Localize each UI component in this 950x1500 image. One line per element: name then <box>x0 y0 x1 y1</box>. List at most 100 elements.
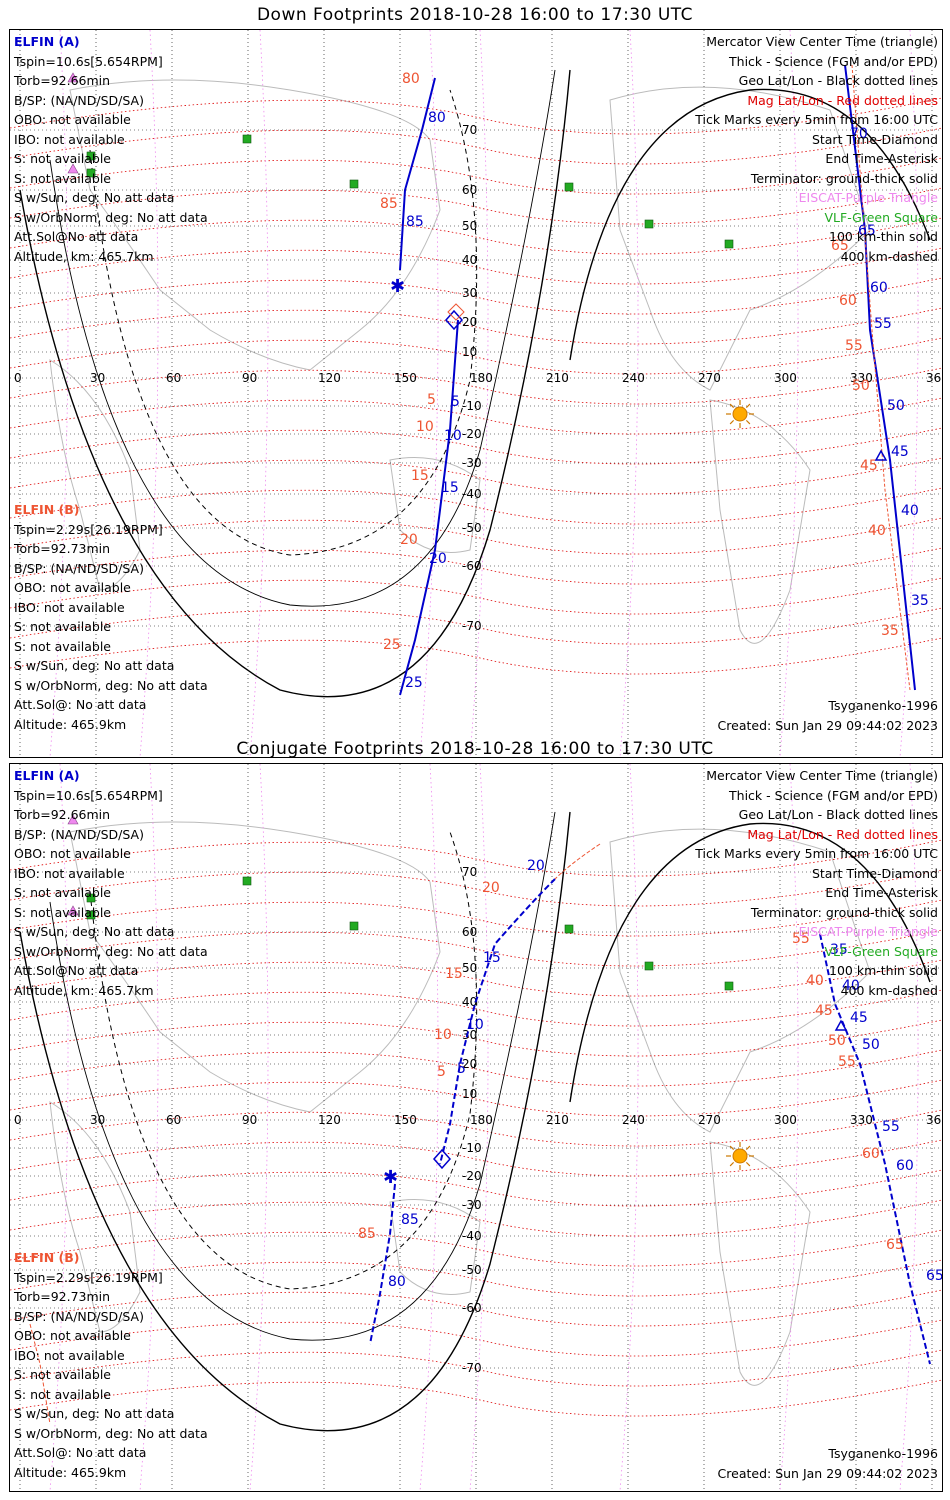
lat-tick-label: 50 <box>462 219 477 233</box>
sat-b-tick-label: 50 <box>852 378 870 394</box>
sat-b-line: IBO: not available <box>14 1347 125 1363</box>
sun-ray <box>745 1161 751 1167</box>
sat-b-tick-label: 20 <box>482 880 500 896</box>
lat-tick-label: -70 <box>462 619 482 633</box>
sat-a-track-east <box>819 933 931 1365</box>
sat-a-tick-label: 70 <box>850 126 868 142</box>
coastline-outline <box>49 1101 141 1333</box>
sat-b-tick-label: 15 <box>445 966 463 982</box>
sat-a-line: B/SP: (NA/ND/SD/SA) <box>14 92 144 108</box>
legend-item: Start Time-Diamond <box>811 131 938 147</box>
mag-latitude-line <box>10 487 942 525</box>
lon-tick-label: 360 <box>926 371 942 385</box>
sat-b-tick-label: 40 <box>806 973 824 989</box>
coastline-outline <box>609 828 871 1133</box>
lat-tick-label: -40 <box>462 487 482 501</box>
sat-b-tick-label: 40 <box>868 523 886 539</box>
sat-a-info: ELFIN (A) Tspin=10.6s[5.654RPM] Torb=92.… <box>14 32 208 266</box>
sat-a-track-south <box>369 1183 396 1345</box>
sat-a-tick-label: 5 <box>451 394 460 410</box>
lon-tick-label: 180 <box>470 1113 493 1127</box>
sat-b-tick-label: 10 <box>416 419 434 435</box>
sat-a-tick-label: 35 <box>911 593 929 609</box>
lon-tick-label: 0 <box>14 371 22 385</box>
lat-tick-label: -50 <box>462 521 482 535</box>
sat-a-tick-label: 20 <box>429 551 447 567</box>
vlf-station-square <box>86 893 96 903</box>
legend-item: End Time-Asterisk <box>825 151 938 166</box>
model-credit: Tsyganenko-1996 Created: Sun Jan 29 09:4… <box>718 696 938 735</box>
center-time-triangle <box>874 449 888 461</box>
coastline-outline <box>389 1199 481 1295</box>
sat-a-tick-label: 45 <box>891 444 909 460</box>
mag-latitude-line <box>10 157 942 195</box>
eiscat-triangle <box>67 814 79 825</box>
mag-latitude-line <box>10 337 942 375</box>
mag-latitude-line <box>10 1139 942 1177</box>
sat-b-line: IBO: not available <box>14 599 125 615</box>
sat-a-tick-label: 15 <box>441 480 459 496</box>
mag-latitude-line <box>10 1109 942 1147</box>
sat-a-track-north <box>399 77 436 271</box>
sat-b-line: Tspin=2.29s[26.19RPM] <box>14 521 163 537</box>
sat-b-tick-label: 25 <box>383 637 401 653</box>
sat-a-tick-label: 25 <box>405 675 423 691</box>
lat-tick-label: -60 <box>462 559 482 573</box>
sat-a-info: ELFIN (A) Tspin=10.6s[5.654RPM] Torb=92.… <box>14 766 208 1000</box>
sat-a-track-east <box>844 64 916 691</box>
sun-ray <box>729 1145 735 1151</box>
sat-a-line: S w/Sun, deg: No att data <box>14 190 175 205</box>
mag-latitude-line <box>10 839 942 877</box>
mag-latitude-line <box>10 899 942 937</box>
lon-tick-label: 330 <box>850 371 873 385</box>
sat-b-info: ELFIN (B) Tspin=2.29s[26.19RPM] Torb=92.… <box>14 1248 208 1482</box>
sat-a-tick-label: 60 <box>870 280 888 296</box>
mag-latitude-line <box>10 607 942 645</box>
legend-item: Mag Lat/Lon - Red dotted lines <box>747 92 938 108</box>
sat-b-line: S w/Sun, deg: No att data <box>14 658 175 673</box>
lon-tick-label: 270 <box>698 371 721 385</box>
mag-latitude-line <box>10 187 942 225</box>
lon-tick-label: 270 <box>698 1113 721 1127</box>
sat-b-tick-label: 65 <box>831 238 849 254</box>
sat-a-tick-label: 65 <box>926 1268 942 1284</box>
eiscat-triangle <box>67 72 79 83</box>
vlf-station-square <box>644 961 654 971</box>
sat-b-line: S: not available <box>14 1386 111 1402</box>
sat-b-line: Torb=92.73min <box>14 541 111 556</box>
sat-b-track-east <box>851 64 911 691</box>
sat-a-tick-label: 40 <box>842 978 860 994</box>
coastline-outline <box>69 821 441 1113</box>
sat-b-track <box>554 843 601 880</box>
lat-tick-label: 30 <box>462 1028 477 1042</box>
legend-item: Tick Marks every 5min from 16:00 UTC <box>695 846 938 861</box>
lat-tick-label: -60 <box>462 1301 482 1315</box>
sat-b-tick-label: 10 <box>434 1027 452 1043</box>
lon-tick-label: 30 <box>90 371 105 385</box>
sat-a-tick-label: 10 <box>444 428 462 444</box>
lat-tick-label: -40 <box>462 1229 482 1243</box>
vlf-station-square <box>349 179 359 189</box>
start-diamond <box>444 309 464 331</box>
mag-latitude-line <box>10 1079 942 1117</box>
sat-a-track-north <box>439 878 556 1165</box>
legend-item: 100 km-thin solid <box>829 963 938 978</box>
terminator-curve-east <box>569 822 931 1103</box>
sat-b-info: ELFIN (B) Tspin=2.29s[26.19RPM] Torb=92.… <box>14 500 208 734</box>
sat-a-tick-label: 20 <box>527 858 545 874</box>
mag-latitude-line <box>10 127 942 165</box>
coastline-outline <box>709 399 811 644</box>
legend-item: Tick Marks every 5min from 16:00 UTC <box>695 112 938 127</box>
sat-b-line: S w/OrbNorm, deg: No att data <box>14 677 208 693</box>
mag-latitude-line <box>10 307 942 345</box>
lat-tick-label: 60 <box>462 183 477 197</box>
sat-b-tick-label: 5 <box>427 392 436 408</box>
sat-b-header: ELFIN (B) <box>14 502 80 517</box>
sat-a-line: IBO: not available <box>14 865 125 881</box>
sat-a-line: OBO: not available <box>14 112 131 127</box>
sat-b-tick-label: 20 <box>400 532 418 548</box>
conjugate-footprints-panel: 0 30 60 90 120 150 180 210 240 270 300 330 360 70 60 50… <box>9 763 943 1492</box>
sat-a-line: Tspin=10.6s[5.654RPM] <box>14 787 163 803</box>
conjugate-footprints-map: 0 30 60 90 120 150 180 210 240 270 300 330 360 70 60 50… <box>10 764 942 1491</box>
mag-latitude-line <box>10 1169 942 1207</box>
